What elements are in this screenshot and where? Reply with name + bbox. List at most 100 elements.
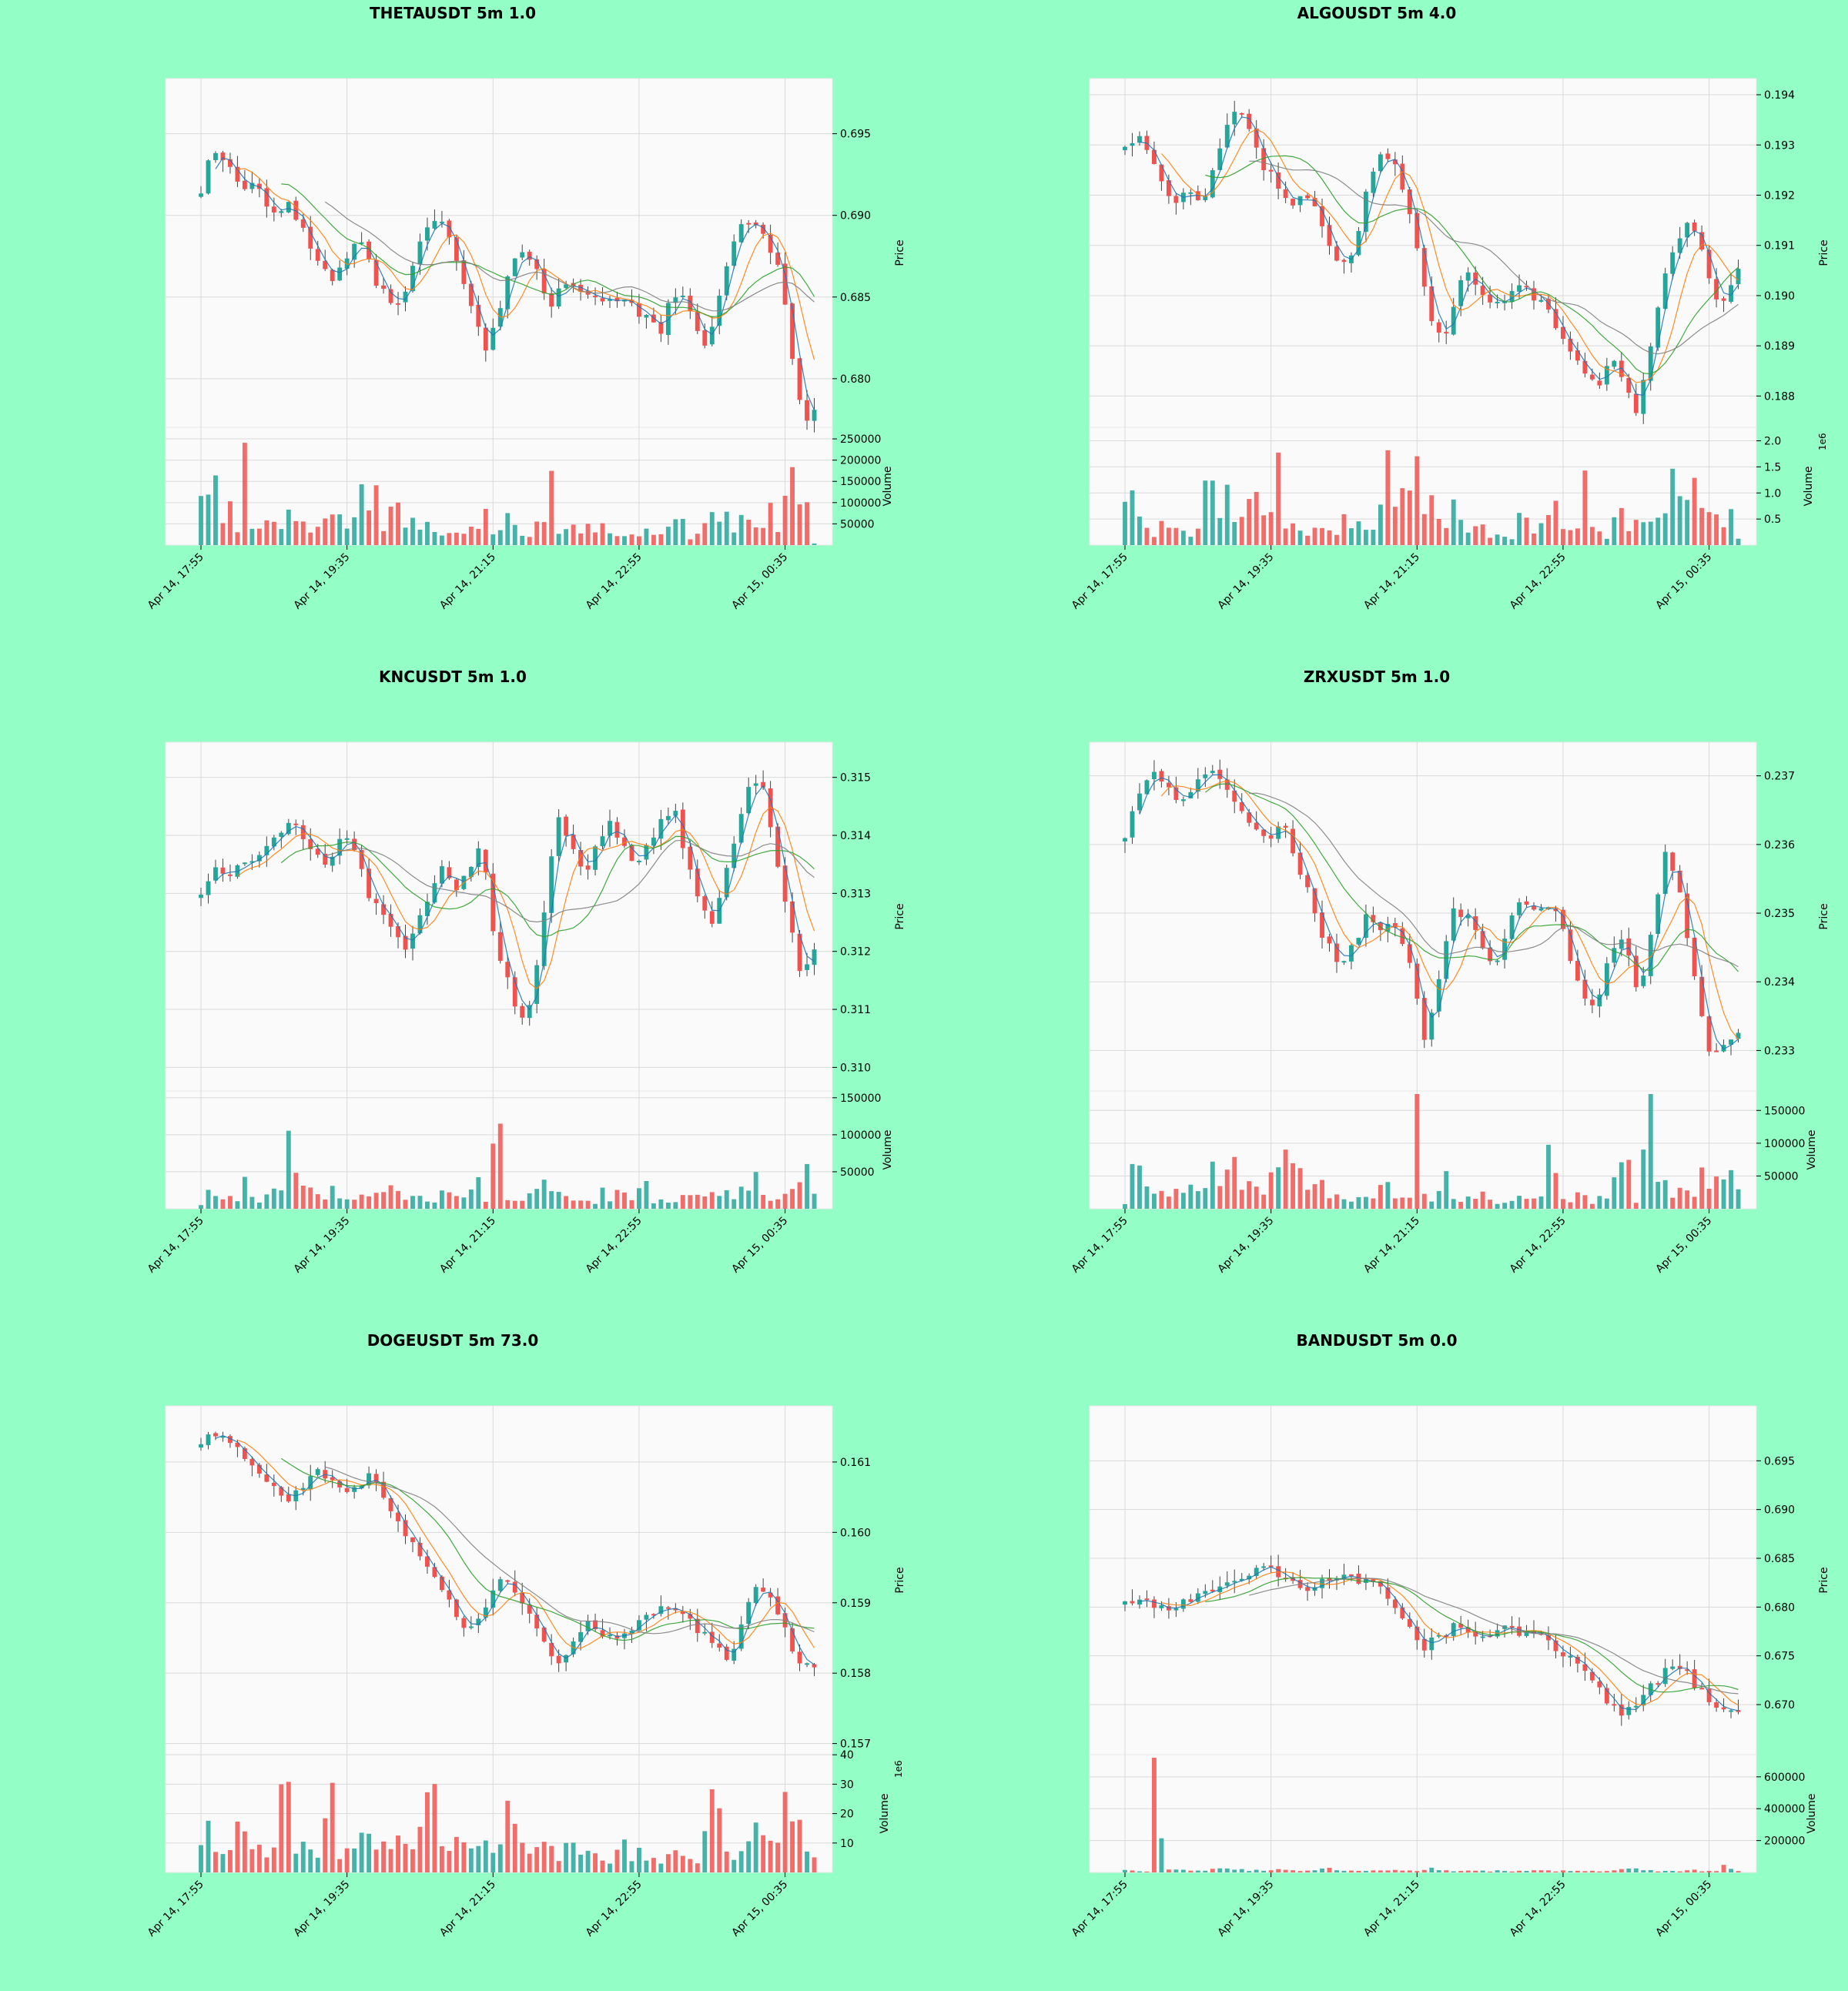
price-tick-label: 0.311: [840, 1004, 871, 1016]
volume-bar: [556, 1192, 561, 1209]
candle-body: [1203, 1591, 1208, 1594]
volume-bar: [1589, 1203, 1595, 1209]
volume-tick-label: 1.0: [1764, 487, 1781, 500]
price-tick-label: 0.189: [1764, 340, 1795, 353]
candle: [1626, 927, 1632, 967]
volume-bar: [476, 1845, 481, 1872]
candle: [1736, 1699, 1741, 1715]
volume-bar: [585, 1200, 591, 1209]
candle: [768, 224, 773, 265]
candle: [1480, 1631, 1485, 1642]
volume-bar: [1421, 1869, 1427, 1872]
candle: [447, 861, 452, 880]
volume-bar: [1648, 1094, 1653, 1209]
candle: [1714, 1698, 1719, 1712]
candle-body: [1180, 799, 1186, 801]
candle-body: [1458, 279, 1464, 306]
volume-tick-label: 10: [840, 1838, 854, 1850]
candle-body: [1692, 937, 1697, 977]
volume-bar: [1589, 527, 1595, 545]
candle-body: [505, 1580, 511, 1582]
moving-average-line: [1249, 1578, 1739, 1695]
candle: [367, 858, 372, 902]
volume-bar: [1517, 513, 1522, 545]
candle: [199, 1437, 203, 1451]
volume-bar: [1261, 1870, 1267, 1872]
candle: [1414, 958, 1420, 1005]
volume-bar: [1582, 470, 1588, 545]
volume-panel-bg: [1089, 1754, 1757, 1873]
volume-bar: [1553, 500, 1558, 545]
volume-bar: [1123, 1203, 1127, 1209]
candle-body: [1180, 1599, 1186, 1609]
candle: [658, 810, 664, 850]
volume-bar: [608, 533, 612, 545]
volume-bar: [1670, 1197, 1676, 1209]
volume-bar: [1173, 1869, 1179, 1872]
volume-bar: [1378, 1870, 1383, 1872]
candle: [680, 802, 685, 859]
volume-bar: [1729, 1170, 1733, 1209]
candle-body: [381, 285, 386, 289]
volume-bar: [1524, 517, 1529, 545]
candle: [1502, 929, 1508, 969]
moving-average-line: [1205, 1577, 1739, 1693]
volume-bar: [1123, 1869, 1127, 1872]
volume-bar: [732, 1859, 737, 1872]
candle-body: [761, 781, 766, 788]
volume-bar: [1268, 1870, 1274, 1872]
volume-tick-label: 50000: [1764, 1170, 1799, 1183]
candle-body: [1736, 1032, 1741, 1039]
volume-bar: [1159, 1190, 1164, 1209]
volume-bar: [1714, 514, 1719, 545]
volume-bar: [373, 485, 379, 545]
candle-body: [527, 1605, 532, 1614]
moving-average-line: [325, 839, 815, 923]
volume-bar: [1180, 1193, 1186, 1209]
volume-bar: [264, 1857, 270, 1872]
volume-bar: [1692, 1196, 1697, 1209]
volume-bar: [556, 1861, 561, 1872]
volume-bar: [812, 1857, 817, 1872]
volume-bar: [330, 1186, 335, 1209]
candle-body: [315, 249, 320, 261]
volume-bar: [1721, 1179, 1726, 1209]
volume-bar: [585, 1850, 591, 1872]
volume-bar: [337, 1198, 343, 1209]
candle-body: [417, 915, 423, 934]
volume-bar: [206, 494, 211, 545]
volume-bar: [1363, 530, 1368, 545]
volume-bar: [235, 1821, 240, 1872]
candle: [249, 171, 255, 193]
volume-bar: [1320, 1868, 1324, 1872]
volume-bar: [330, 514, 335, 545]
candle-body: [1341, 961, 1347, 963]
volume-bar: [709, 1789, 715, 1872]
volume-bar: [622, 1192, 627, 1209]
candle-body: [330, 269, 335, 282]
candle-body: [264, 188, 270, 207]
candle: [680, 1605, 685, 1623]
candle-body: [468, 283, 474, 306]
candle: [1589, 989, 1595, 1014]
candle-body: [279, 1487, 284, 1496]
volume-bar: [1210, 1869, 1215, 1872]
candle-body: [1714, 279, 1719, 299]
candle: [651, 828, 656, 855]
volume-bar: [761, 527, 766, 545]
volume-bar: [1546, 1870, 1551, 1872]
x-tick-label: Apr 14, 22:55: [1508, 551, 1568, 612]
candle-body: [702, 896, 708, 911]
candle-body: [695, 868, 700, 897]
volume-bar: [1159, 520, 1164, 545]
candle: [1173, 192, 1179, 215]
candle: [775, 242, 781, 267]
candle-body: [1210, 1589, 1215, 1592]
candle-body: [410, 933, 415, 949]
candle-body: [1582, 360, 1588, 374]
candle-body: [1123, 146, 1127, 151]
volume-bar: [746, 1190, 752, 1209]
candle: [564, 280, 569, 289]
volume-bar: [308, 1187, 313, 1209]
candle-body: [227, 159, 233, 167]
